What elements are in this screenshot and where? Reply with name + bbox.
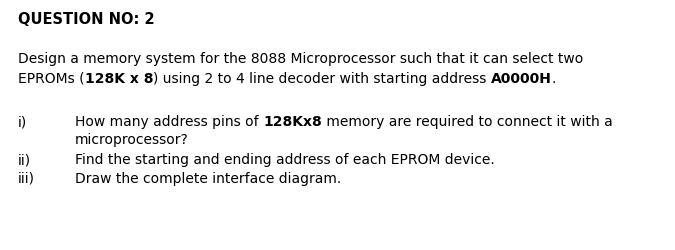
Text: 128Kx8: 128Kx8 <box>263 114 322 128</box>
Text: EPROMs (: EPROMs ( <box>18 72 84 86</box>
Text: .: . <box>551 72 556 86</box>
Text: ii): ii) <box>18 152 31 166</box>
Text: i): i) <box>18 114 27 128</box>
Text: Draw the complete interface diagram.: Draw the complete interface diagram. <box>75 171 342 185</box>
Text: ) using 2 to 4 line decoder with starting address: ) using 2 to 4 line decoder with startin… <box>153 72 491 86</box>
Text: 128K x 8: 128K x 8 <box>84 72 153 86</box>
Text: memory are required to connect it with a: memory are required to connect it with a <box>322 114 612 128</box>
Text: A0000H: A0000H <box>491 72 551 86</box>
Text: How many address pins of: How many address pins of <box>75 114 263 128</box>
Text: QUESTION NO: 2: QUESTION NO: 2 <box>18 12 155 27</box>
Text: iii): iii) <box>18 171 35 185</box>
Text: Find the starting and ending address of each EPROM device.: Find the starting and ending address of … <box>75 152 495 166</box>
Text: Design a memory system for the 8088 Microprocessor such that it can select two: Design a memory system for the 8088 Micr… <box>18 52 583 66</box>
Text: microprocessor?: microprocessor? <box>75 132 189 146</box>
